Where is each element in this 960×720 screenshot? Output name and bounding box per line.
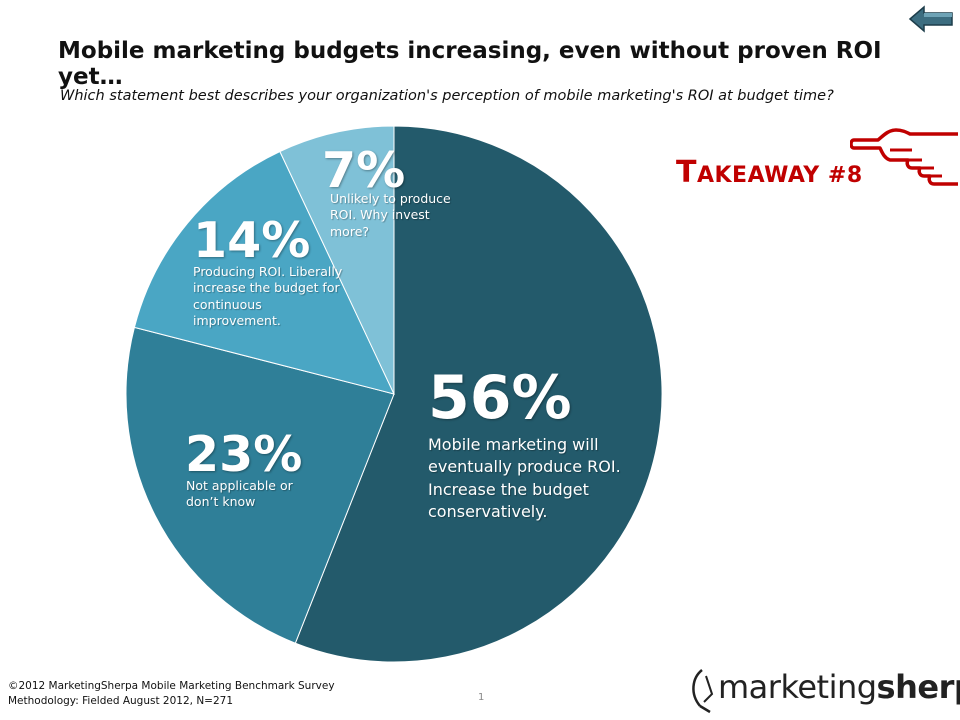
slice-7-percent: 7% — [322, 142, 406, 199]
copyright-line: ©2012 MarketingSherpa Mobile Marketing B… — [8, 680, 335, 692]
slice-23-label: Not applicable or don’t know — [186, 478, 293, 510]
pie-slice-23 — [125, 326, 395, 644]
takeaway-initial: T — [676, 155, 697, 190]
slice-56-label: Mobile marketing will eventually produce… — [428, 435, 621, 522]
pie-slice-14 — [133, 150, 395, 395]
marketingsherpa-logo-icon — [692, 669, 714, 714]
logo-text-sherpa: sherpa — [876, 668, 960, 706]
takeaway-label: TAKEAWAY #8 — [676, 155, 863, 190]
slice-56-percent: 56% — [428, 363, 572, 433]
methodology-line: Methodology: Fielded August 2012, N=271 — [8, 695, 234, 708]
slice-14-label: Producing ROI. Liberally increase the bu… — [193, 264, 343, 328]
footer-source: ©2012 MarketingSherpa Mobile Marketing B… — [8, 679, 335, 709]
slice-14-percent: 14% — [193, 212, 311, 269]
takeaway-rest: AKEAWAY #8 — [696, 163, 863, 188]
survey-question: Which statement best describes your orga… — [60, 88, 834, 104]
slice-23-percent: 23% — [185, 426, 303, 483]
back-arrow-icon — [908, 5, 953, 33]
page-number: 1 — [478, 692, 485, 703]
logo-text-marketing: marketing — [718, 668, 877, 706]
page-title: Mobile marketing budgets increasing, eve… — [58, 38, 882, 90]
pie-slice-7 — [279, 125, 395, 395]
pointing-hand-icon — [850, 128, 958, 186]
slice-7-label: Unlikely to produce ROI. Why invest more… — [330, 191, 451, 239]
logo-text: marketingsherpa — [718, 668, 960, 706]
back-button[interactable] — [908, 4, 954, 34]
pie-slice-56 — [294, 125, 663, 663]
